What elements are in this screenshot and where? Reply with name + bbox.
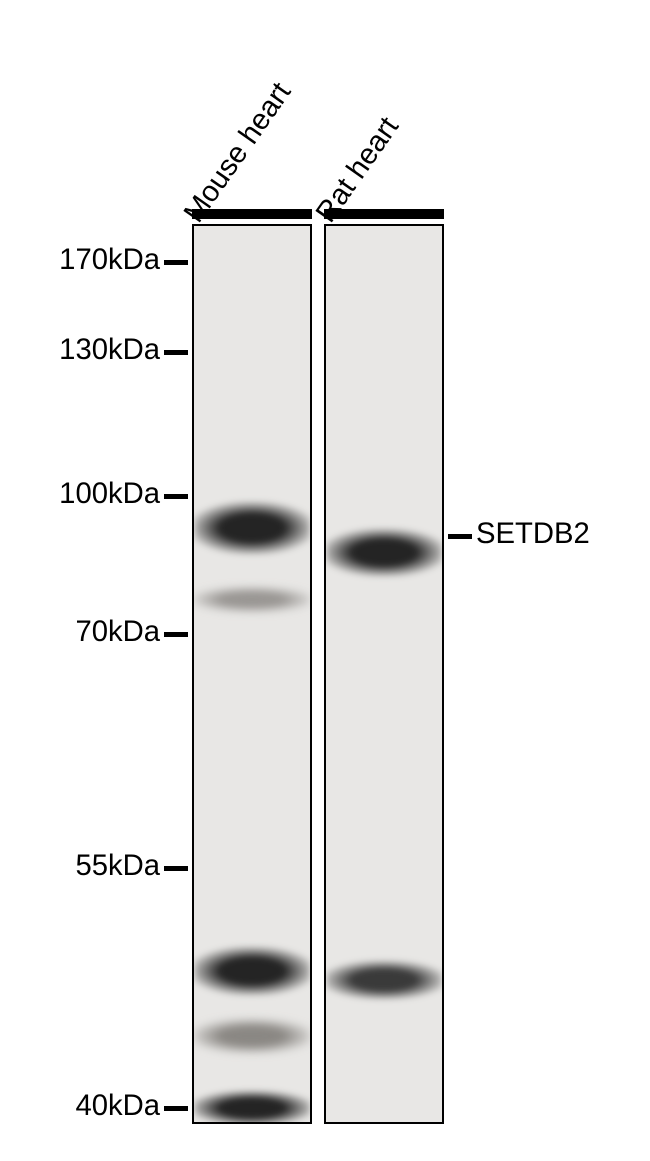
band-mouse-heart-2 (194, 946, 310, 996)
mw-marker-tick (164, 632, 188, 637)
band-rat-heart-0 (326, 528, 442, 578)
mw-marker-label: 130kDa (59, 334, 160, 367)
mw-marker-tick (164, 1106, 188, 1111)
western-blot: Mouse heartRat heart170kDa130kDa100kDa70… (0, 0, 650, 1161)
band-mouse-heart-1 (194, 586, 310, 613)
mw-marker-tick (164, 866, 188, 871)
band-mouse-heart-4 (194, 1090, 310, 1124)
lane-label-mouse-heart: Mouse heart (178, 77, 298, 229)
band-rat-heart-1 (326, 960, 442, 1001)
mw-marker-label: 40kDa (75, 1090, 160, 1123)
mw-marker-tick (164, 350, 188, 355)
mw-marker-tick (164, 260, 188, 265)
target-label: SETDB2 (476, 518, 590, 551)
mw-marker-label: 70kDa (75, 616, 160, 649)
mw-marker-label: 100kDa (59, 478, 160, 511)
mw-marker-label: 170kDa (59, 244, 160, 277)
mw-marker-label: 55kDa (75, 850, 160, 883)
mw-marker-tick (164, 494, 188, 499)
target-tick (448, 534, 472, 539)
band-mouse-heart-3 (194, 1018, 310, 1054)
lane-mouse-heart (192, 224, 312, 1124)
lane-rat-heart (324, 224, 444, 1124)
band-mouse-heart-0 (194, 501, 310, 555)
